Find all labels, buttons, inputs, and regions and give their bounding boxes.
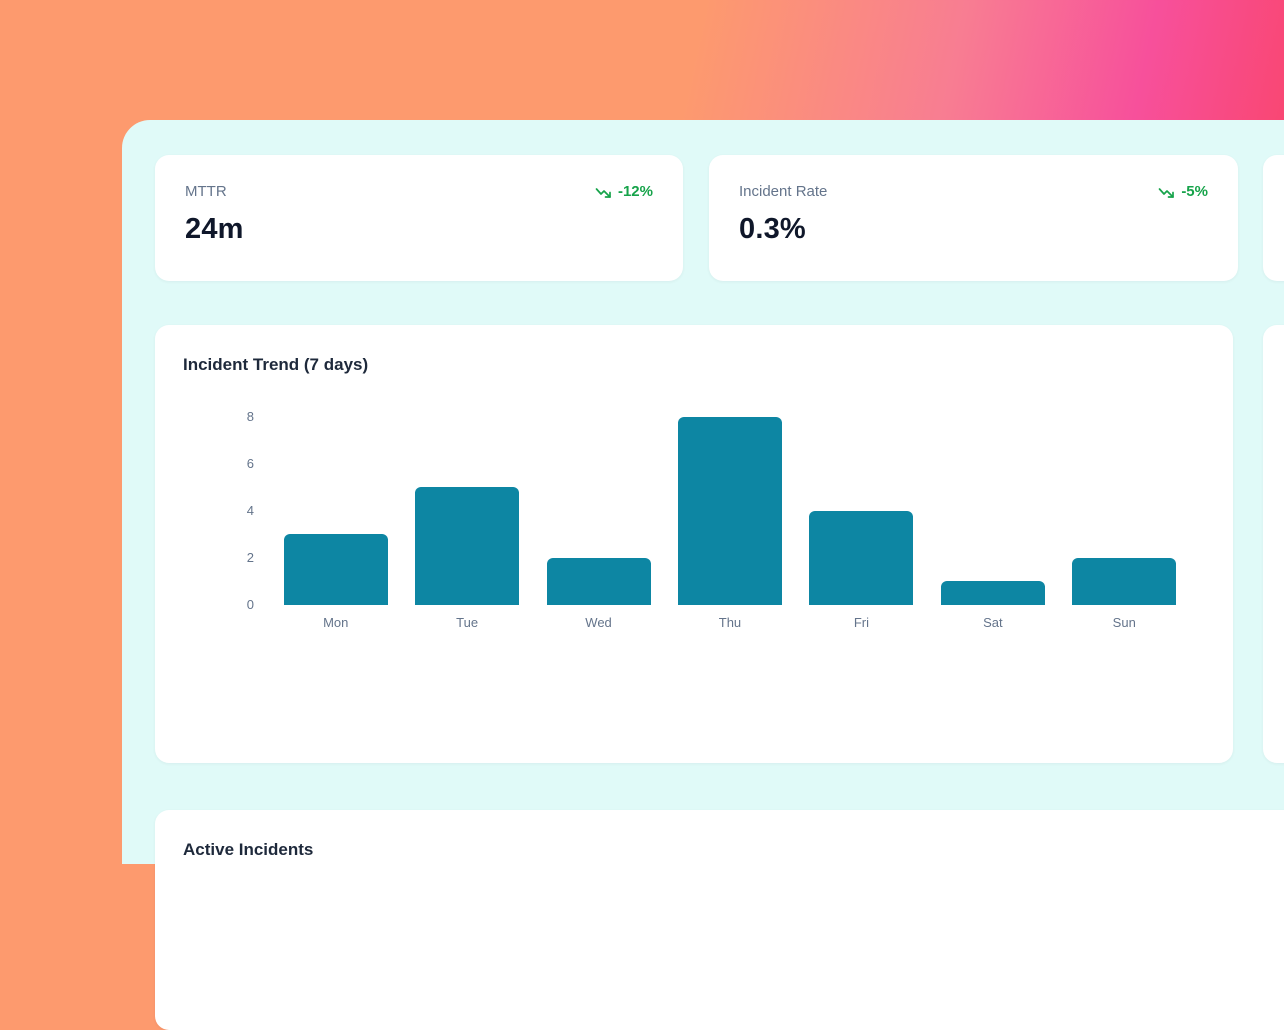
trending-down-icon xyxy=(595,186,613,199)
bar-slot xyxy=(533,417,664,605)
y-tick-label: 4 xyxy=(246,503,254,518)
x-tick-label: Mon xyxy=(323,615,349,630)
x-tick-label: Sun xyxy=(1112,615,1136,630)
bar-fri xyxy=(809,511,914,605)
bar-slot xyxy=(401,417,532,605)
trending-down-icon xyxy=(1158,186,1176,199)
y-tick-label: 8 xyxy=(246,409,254,424)
bar-chart: 0 2 4 6 8 Mon Tue Wed Thu Fri Sat Sun xyxy=(183,409,1205,632)
bar-wed xyxy=(546,558,651,605)
active-incidents-title: Active Incidents xyxy=(183,840,314,859)
kpi-value: 24m xyxy=(185,213,244,245)
kpi-trend-badge: -12% xyxy=(595,182,653,202)
bar-slot xyxy=(270,417,401,605)
chart-title: Incident Trend (7 days) xyxy=(183,355,369,374)
kpi-value: 0.3% xyxy=(739,213,806,245)
kpi-label: Incident Rate xyxy=(739,183,828,200)
bar-slot xyxy=(664,417,795,605)
bar-sat xyxy=(940,581,1045,605)
kpi-card-partial xyxy=(1263,155,1284,281)
kpi-label: MTTR xyxy=(185,183,227,200)
y-tick-label: 0 xyxy=(246,597,254,612)
incident-trend-card: Incident Trend (7 days) 0 2 4 6 8 Mon Tue Wed T… xyxy=(155,325,1233,763)
bar-slot xyxy=(1059,417,1190,605)
active-incidents-card: Active Incidents xyxy=(155,810,1284,1030)
bar-mon xyxy=(283,534,388,605)
kpi-card-incident-rate: Incident Rate -5% 0.3% xyxy=(709,155,1238,281)
bars-row xyxy=(270,417,1190,605)
x-tick-label: Thu xyxy=(718,615,742,630)
kpi-trend-value: -5% xyxy=(1181,183,1208,200)
plot-area: Mon Tue Wed Thu Fri Sat Sun xyxy=(270,417,1190,632)
y-tick-label: 2 xyxy=(246,550,254,565)
bar-slot xyxy=(796,417,927,605)
x-tick-label: Tue xyxy=(456,615,479,630)
kpi-card-mttr: MTTR -12% 24m xyxy=(155,155,683,281)
x-tick-label: Sat xyxy=(983,615,1003,630)
y-axis: 0 2 4 6 8 xyxy=(183,409,270,612)
kpi-trend-badge: -5% xyxy=(1158,182,1208,202)
bar-thu xyxy=(677,417,782,605)
kpi-header-row: Incident Rate -5% xyxy=(739,182,1208,202)
kpi-trend-value: -12% xyxy=(617,183,653,200)
dashboard-panel: MTTR -12% 24m Incident Rate xyxy=(122,120,1284,1030)
bar-sun xyxy=(1072,558,1177,605)
y-tick-label: 6 xyxy=(246,456,254,471)
x-axis-labels: Mon Tue Wed Thu Fri Sat Sun xyxy=(270,614,1190,632)
bar-slot xyxy=(927,417,1058,605)
x-tick-label: Fri xyxy=(853,615,869,630)
x-tick-label: Wed xyxy=(585,615,612,630)
kpi-header-row: MTTR -12% xyxy=(185,182,653,202)
side-card-partial xyxy=(1263,325,1284,763)
bar-tue xyxy=(415,487,520,605)
